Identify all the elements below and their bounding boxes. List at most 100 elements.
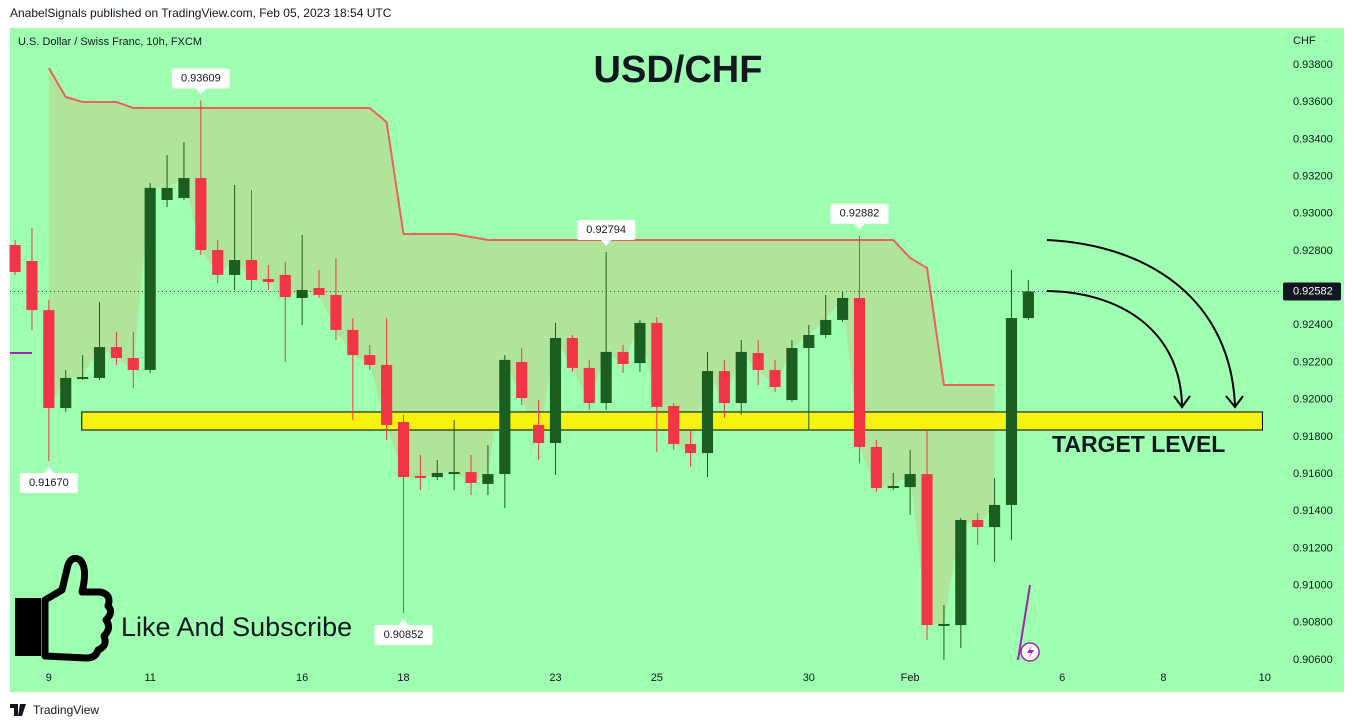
candle-body: [533, 424, 545, 444]
candle-body: [127, 358, 139, 370]
icon-hand: [41, 554, 115, 662]
cta-text: Like And Subscribe: [121, 612, 352, 642]
price-label: 0.92794: [586, 224, 626, 236]
band-fill: [48, 67, 995, 626]
y-axis-label: CHF: [1293, 35, 1316, 47]
candle-body: [60, 377, 72, 409]
candle-body: [516, 361, 528, 399]
fill-layer: [48, 67, 995, 626]
candle-body: [820, 319, 832, 335]
candle-body: [212, 250, 224, 275]
price-label-box: [171, 68, 230, 89]
candle-body: [989, 504, 1001, 528]
candle-body: [9, 244, 21, 272]
candle-body: [144, 187, 156, 370]
candle-body: [887, 485, 899, 489]
candle-body: [668, 406, 680, 444]
price-label-box: [577, 220, 636, 241]
candle-body: [26, 260, 38, 311]
x-tick-label: 23: [549, 672, 561, 684]
candle-body: [381, 364, 393, 425]
price-label-box: [19, 473, 78, 494]
candle-body: [600, 351, 612, 404]
y-tick-label: 0.90600: [1293, 654, 1333, 666]
candle-body: [414, 475, 426, 478]
candle-body: [397, 422, 410, 478]
candle-body: [701, 371, 714, 454]
candle-body: [853, 297, 866, 447]
x-tick-label: 18: [397, 672, 409, 684]
indicator-line: [1017, 584, 1031, 661]
x-tick-label: 25: [651, 672, 663, 684]
candle-body: [364, 355, 376, 365]
y-tick-label: 0.91200: [1293, 542, 1333, 554]
candle-body: [77, 377, 89, 380]
x-tick-label: 9: [46, 672, 52, 684]
candle-body: [178, 178, 190, 198]
chart-title: USD/CHF: [594, 49, 763, 91]
y-tick-label: 0.93200: [1293, 170, 1333, 182]
thumbs-up-icon: [15, 554, 115, 662]
y-tick-label: 0.92200: [1293, 356, 1333, 368]
icon-cuff: [15, 598, 41, 656]
candle-body: [245, 260, 258, 280]
arrow: [1046, 290, 1183, 406]
candle-body: [330, 295, 342, 330]
trend-line: [47, 67, 995, 387]
price-label-pointer: [601, 240, 612, 247]
y-tick-label: 0.91400: [1293, 505, 1333, 517]
last-price-box: [1283, 282, 1341, 301]
candle-body: [296, 289, 308, 298]
candle-body: [93, 347, 106, 378]
y-tick-label: 0.91000: [1293, 580, 1333, 592]
y-tick-label: 0.92800: [1293, 245, 1333, 257]
candle-body: [583, 367, 595, 404]
price-label-pointer: [43, 467, 54, 474]
price-label-pointer: [195, 88, 206, 95]
candle-body: [634, 322, 646, 364]
price-label-pointer: [854, 223, 865, 230]
y-tick-label: 0.93600: [1293, 96, 1333, 108]
candle-body: [752, 353, 764, 370]
price-label: 0.93609: [181, 72, 221, 84]
y-tick-label: 0.93800: [1293, 59, 1333, 71]
x-tick-label: 16: [296, 672, 308, 684]
candle-body: [279, 274, 291, 298]
y-tick-label: 0.91800: [1293, 431, 1333, 443]
y-tick-label: 0.91600: [1293, 468, 1333, 480]
y-tick-label: 0.92400: [1293, 319, 1333, 331]
y-tick-label: 0.93000: [1293, 208, 1333, 220]
candle-body: [448, 472, 460, 475]
price-label: 0.90852: [384, 629, 424, 641]
candle-body: [499, 359, 511, 475]
candle-body: [938, 623, 950, 626]
footer: TradingView: [33, 703, 99, 717]
arrow-head: [1173, 395, 1191, 409]
candle-body: [837, 297, 849, 320]
price-label-box: [830, 203, 889, 224]
candle-body: [718, 371, 730, 404]
price-label: 0.92882: [840, 208, 880, 220]
candle-body: [313, 287, 325, 296]
candle-body: [921, 474, 933, 626]
candle-body: [347, 329, 359, 356]
candle-body: [735, 351, 747, 404]
y-tick-label: 0.93400: [1293, 133, 1333, 145]
candle-body: [651, 322, 663, 407]
x-tick-label: 8: [1160, 672, 1166, 684]
candle-body: [110, 347, 122, 359]
candle-body: [769, 369, 781, 388]
price-label-pointer: [398, 619, 409, 626]
candle-body: [566, 337, 578, 368]
target-label: TARGET LEVEL: [1052, 431, 1225, 457]
x-tick-label: 11: [144, 672, 155, 684]
y-tick-label: 0.92000: [1293, 394, 1333, 406]
candle-body: [1022, 291, 1034, 319]
footer-logo: [10, 704, 26, 716]
candle-body: [262, 279, 274, 282]
candle-body: [617, 351, 629, 364]
x-tick-label: 30: [803, 672, 815, 684]
candle-body: [870, 446, 882, 489]
candle-body: [972, 520, 984, 528]
